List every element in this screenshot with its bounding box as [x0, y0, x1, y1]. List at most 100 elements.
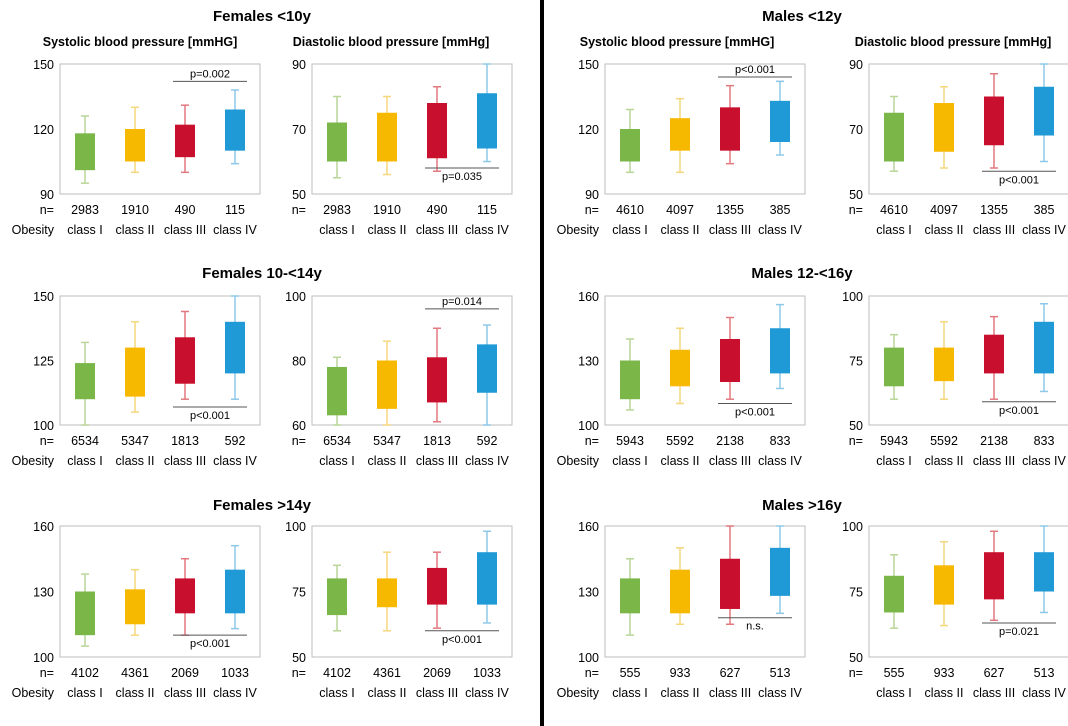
- box-body: [984, 96, 1004, 146]
- significance-annotation: p<0.001: [718, 403, 792, 419]
- class-label: class IV: [465, 223, 509, 237]
- n-value: 1355: [716, 203, 744, 217]
- p-value: p<0.001: [999, 405, 1039, 417]
- class-label: class IV: [758, 454, 802, 468]
- chart-5-1: 50 75 100 p=0.021 n= 555 933 627 513 class I class…: [842, 520, 1068, 700]
- obesity-label: Obesity: [557, 454, 600, 468]
- obesity-label: Obesity: [12, 454, 55, 468]
- box-1: [884, 333, 904, 400]
- box-body: [884, 347, 904, 387]
- n-value: 1910: [373, 203, 401, 217]
- box-body: [75, 591, 95, 636]
- n-value: 4361: [373, 666, 401, 680]
- y-tick-label: 75: [849, 355, 863, 369]
- group-title: Males <12y: [762, 8, 842, 25]
- plot-frame: [604, 525, 806, 658]
- class-label: class III: [416, 454, 458, 468]
- box-2: [934, 540, 954, 627]
- box-body: [884, 112, 904, 162]
- n-label: n=: [849, 666, 863, 680]
- class-label: class I: [319, 223, 354, 237]
- box-3: [720, 84, 740, 165]
- y-tick-label: 150: [33, 290, 54, 304]
- box-body: [427, 567, 447, 605]
- y-tick-label: 150: [578, 58, 599, 72]
- box-body: [225, 569, 245, 614]
- chart-title: Systolic blood pressure [mmHG]: [43, 35, 237, 49]
- n-value: 2069: [171, 666, 199, 680]
- box-1: [884, 554, 904, 629]
- box-1: [75, 341, 95, 426]
- plot-frame: [59, 295, 261, 426]
- class-label: class III: [709, 454, 751, 468]
- plot-frame: [59, 525, 261, 658]
- group-4: Females >14y 100 130 160 p<0.001 n= Obesity 410…: [12, 497, 513, 700]
- box-3: [175, 104, 195, 174]
- class-label: class I: [876, 686, 911, 700]
- obesity-label: Obesity: [557, 686, 600, 700]
- class-label: class IV: [1022, 454, 1066, 468]
- plot-frame: [311, 295, 513, 426]
- y-tick-label: 75: [292, 586, 306, 600]
- box-2: [670, 97, 690, 174]
- n-value: 2069: [423, 666, 451, 680]
- significance-annotation: p=0.035: [425, 167, 499, 183]
- box-4: [770, 80, 790, 156]
- box-body: [620, 360, 640, 400]
- chart-0-1: Diastolic blood pressure [mmHg] 50 70 90 p=0…: [292, 35, 513, 237]
- n-value: 5943: [880, 434, 908, 448]
- y-tick-label: 130: [578, 586, 599, 600]
- n-value: 4102: [71, 666, 99, 680]
- box-1: [327, 564, 347, 632]
- box-4: [1034, 63, 1054, 163]
- significance-annotation: n.s.: [718, 617, 792, 633]
- n-label: n=: [585, 666, 599, 680]
- box-4: [225, 544, 245, 630]
- box-4: [477, 324, 497, 426]
- box-4: [1034, 302, 1054, 393]
- n-value: 6534: [71, 434, 99, 448]
- class-label: class IV: [213, 223, 257, 237]
- n-value: 5347: [121, 434, 149, 448]
- class-label: class I: [876, 223, 911, 237]
- box-body: [720, 107, 740, 151]
- y-tick-label: 50: [849, 419, 863, 433]
- n-value: 1910: [121, 203, 149, 217]
- class-label: class I: [67, 223, 102, 237]
- n-value: 6534: [323, 434, 351, 448]
- box-1: [327, 356, 347, 426]
- box-body: [1034, 552, 1054, 592]
- box-2: [377, 551, 397, 632]
- y-tick-label: 100: [842, 520, 863, 534]
- box-body: [175, 337, 195, 384]
- box-body: [175, 124, 195, 158]
- chart-2-1: 60 80 100 p=0.014 n= 6534 5347 1813 592 class I cl…: [285, 290, 513, 468]
- box-2: [670, 547, 690, 625]
- class-label: class II: [661, 686, 700, 700]
- n-value: 385: [770, 203, 791, 217]
- box-body: [125, 347, 145, 397]
- n-value: 592: [477, 434, 498, 448]
- plot-frame: [604, 295, 806, 426]
- box-3: [427, 86, 447, 172]
- box-2: [125, 321, 145, 413]
- box-2: [670, 327, 690, 405]
- y-tick-label: 100: [578, 419, 599, 433]
- n-value: 5347: [373, 434, 401, 448]
- class-label: class III: [164, 454, 206, 468]
- box-2: [125, 106, 145, 174]
- box-body: [720, 558, 740, 609]
- box-body: [327, 122, 347, 162]
- n-value: 1033: [473, 666, 501, 680]
- box-body: [75, 363, 95, 400]
- class-label: class II: [925, 223, 964, 237]
- n-value: 833: [770, 434, 791, 448]
- obesity-label: Obesity: [557, 223, 600, 237]
- y-tick-label: 50: [849, 188, 863, 202]
- box-body: [720, 339, 740, 382]
- box-body: [225, 109, 245, 151]
- n-value: 555: [620, 666, 641, 680]
- box-body: [225, 321, 245, 374]
- box-3: [175, 558, 195, 636]
